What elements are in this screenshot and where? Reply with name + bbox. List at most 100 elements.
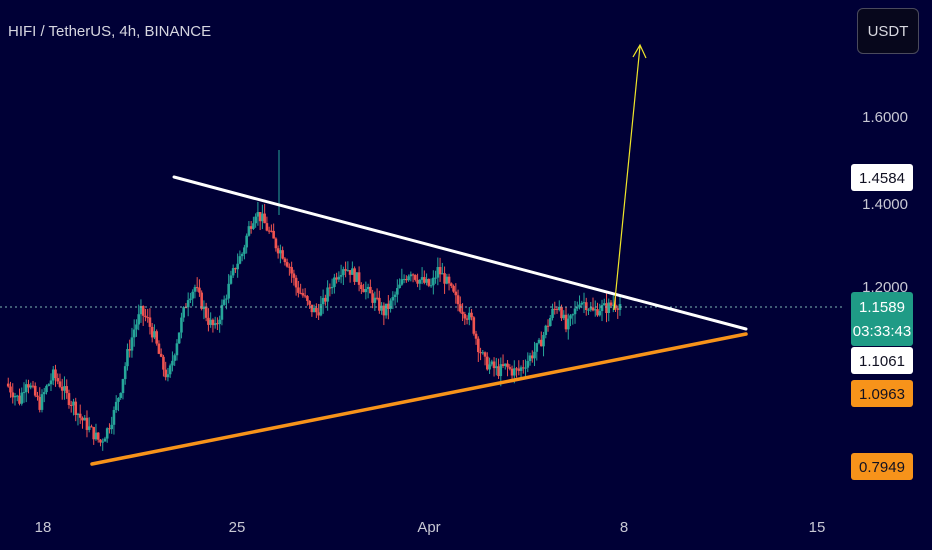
- candle-body: [364, 288, 368, 293]
- resistance-trendline[interactable]: [172, 175, 748, 331]
- candle-body: [339, 275, 343, 277]
- candle-body: [512, 368, 516, 376]
- candle-body: [274, 238, 278, 249]
- candle-body: [155, 331, 158, 344]
- candle-body: [195, 287, 199, 289]
- candle-body: [69, 404, 73, 406]
- candle-body: [387, 303, 390, 309]
- candle-body: [450, 283, 453, 286]
- support-trendline[interactable]: [90, 332, 748, 466]
- candle-body: [234, 268, 237, 270]
- candle-body: [103, 438, 107, 442]
- candle-body: [51, 369, 55, 381]
- candle-body: [29, 385, 33, 388]
- candle-body: [148, 317, 152, 327]
- candle-body: [159, 353, 163, 357]
- svg-text:0.7949: 0.7949: [859, 459, 905, 476]
- candle-body: [382, 305, 386, 316]
- candle-body: [488, 364, 491, 370]
- candle-body: [94, 432, 98, 440]
- x-tick-label: Apr: [417, 519, 440, 536]
- price-tag-0-7949: 0.7949: [851, 453, 913, 480]
- candle-body: [105, 428, 109, 439]
- candle-body: [162, 356, 165, 370]
- candle-body: [530, 355, 534, 359]
- candle-body: [463, 314, 467, 319]
- candle-body: [537, 339, 541, 344]
- candle-body: [294, 277, 298, 288]
- candle-body: [461, 311, 464, 315]
- candle-body: [474, 333, 478, 339]
- x-tick-label: 25: [229, 519, 246, 536]
- candle-body: [132, 329, 136, 338]
- candle-body: [515, 368, 518, 370]
- candle-body: [92, 427, 96, 440]
- currency-button[interactable]: USDT: [857, 8, 919, 54]
- candle-body: [580, 302, 584, 305]
- candle-body: [13, 395, 17, 398]
- candle-body: [598, 311, 602, 316]
- candle-body: [272, 230, 275, 239]
- candle-body: [315, 307, 318, 313]
- candle-body: [492, 361, 496, 369]
- candle-body: [495, 366, 498, 369]
- candle-body: [297, 287, 300, 293]
- candle-body: [200, 292, 203, 310]
- candle-body: [506, 363, 509, 368]
- candle-body: [497, 366, 500, 377]
- candle-body: [441, 273, 444, 275]
- candle-body: [186, 300, 190, 308]
- candle-body: [436, 267, 440, 278]
- projection-arrow[interactable]: [613, 45, 641, 311]
- candle-body: [139, 306, 143, 315]
- candle-body: [150, 326, 154, 338]
- candle-body: [110, 424, 114, 430]
- candle-body: [283, 258, 287, 263]
- candle-body: [238, 256, 242, 264]
- candle-body: [459, 304, 462, 312]
- candle-body: [218, 319, 221, 325]
- svg-text:1.4584: 1.4584: [859, 170, 905, 187]
- candle-body: [324, 297, 327, 302]
- chart-title: HIFI / TetherUS, 4h, BINANCE: [8, 23, 211, 40]
- candle-body: [596, 309, 599, 316]
- candle-body: [290, 267, 293, 274]
- candle-body: [249, 226, 253, 229]
- candle-body: [602, 303, 606, 306]
- candle-body: [85, 417, 89, 430]
- candle-body: [171, 360, 174, 366]
- candle-body: [526, 361, 530, 368]
- candle-body: [575, 307, 579, 309]
- candle-body: [310, 304, 314, 313]
- candle-body: [582, 302, 586, 304]
- candle-body: [173, 355, 176, 361]
- candle-body: [378, 297, 381, 311]
- candle-body: [605, 303, 608, 314]
- candle-body: [335, 277, 338, 280]
- candle-body: [236, 263, 239, 270]
- candle-body: [483, 352, 487, 357]
- candle-body: [6, 383, 10, 387]
- candle-body: [38, 396, 42, 410]
- candle-body: [411, 274, 415, 276]
- candle-body: [416, 279, 419, 284]
- candle-body: [472, 317, 476, 334]
- candle-body: [405, 278, 408, 281]
- candle-body: [27, 384, 30, 388]
- candle-body: [177, 332, 181, 344]
- candle-body: [146, 317, 149, 319]
- candle-body: [123, 366, 127, 380]
- candle-body: [573, 308, 577, 315]
- candle-body: [317, 312, 320, 316]
- candle-body: [67, 393, 71, 405]
- candle-body: [508, 367, 512, 369]
- bar-countdown: 03:33:43: [853, 323, 911, 340]
- candle-body: [198, 287, 201, 293]
- candle-body: [168, 365, 172, 375]
- candle-body: [279, 250, 282, 254]
- candle-body: [562, 314, 566, 319]
- candle-body: [306, 296, 309, 301]
- candle-body: [584, 302, 588, 311]
- candle-body: [548, 317, 552, 327]
